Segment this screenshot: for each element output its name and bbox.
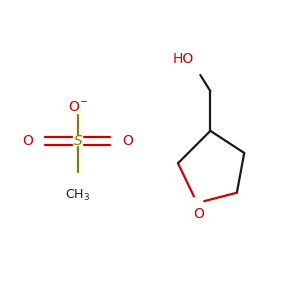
Text: O: O [22,134,33,148]
Text: CH$_3$: CH$_3$ [65,188,90,203]
Text: O: O [193,207,204,221]
Text: HO: HO [173,52,194,66]
Text: O$^{-}$: O$^{-}$ [68,100,88,114]
Text: O: O [122,134,134,148]
Text: S: S [74,134,82,148]
